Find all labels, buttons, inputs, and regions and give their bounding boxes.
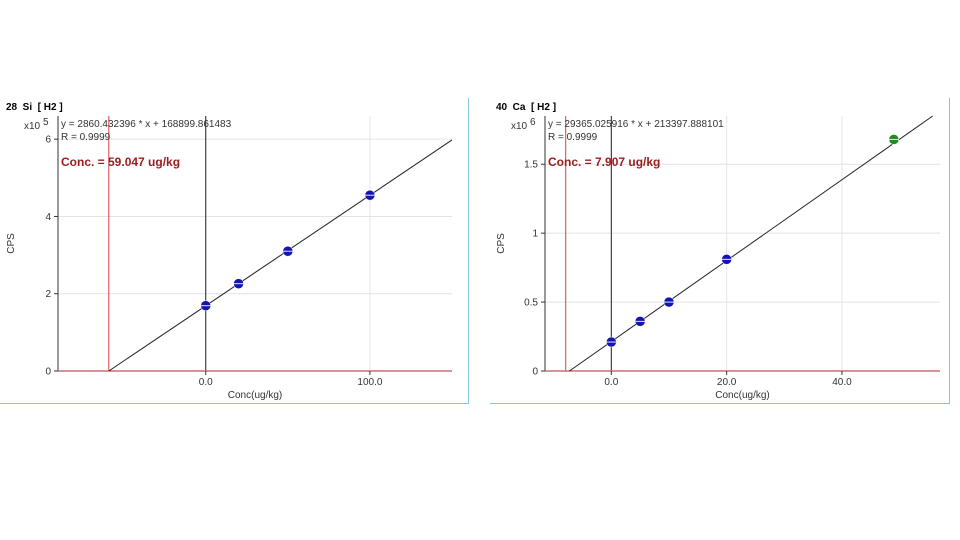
y-tick-label: 4 bbox=[45, 212, 51, 223]
concentration-result: Conc. = 59.047 ug/kg bbox=[61, 155, 180, 169]
y-exponent-base: x10 bbox=[511, 121, 528, 132]
x-tick-label: 20.0 bbox=[717, 377, 737, 388]
y-axis-title: CPS bbox=[6, 233, 17, 254]
x-axis-title: Conc(ug/kg) bbox=[715, 390, 769, 401]
y-tick-label: 0.5 bbox=[524, 298, 538, 309]
r-value: R = 0.9999 bbox=[548, 132, 598, 143]
y-tick-label: 6 bbox=[45, 135, 51, 146]
y-exponent: 6 bbox=[530, 117, 536, 128]
chart-title: 28 Si [ H2 ] bbox=[6, 102, 63, 113]
y-tick-label: 1.5 bbox=[524, 160, 538, 171]
y-tick-label: 0 bbox=[45, 367, 51, 378]
calibration-panel-ca: 40 Ca [ H2 ] 0.0 20.0 40.0 0 0.5 1 1.5 x10 6 y = … bbox=[490, 98, 950, 404]
y-axis-title: CPS bbox=[496, 233, 507, 254]
regression-line bbox=[569, 115, 933, 372]
concentration-result: Conc. = 7.907 ug/kg bbox=[548, 155, 660, 169]
r-value: R = 0.9999 bbox=[61, 132, 111, 143]
regression-equation: y = 29365.025916 * x + 213397.888101 bbox=[548, 119, 724, 130]
x-axis-title: Conc(ug/kg) bbox=[228, 390, 282, 401]
calibration-chart-ca: 0.0 20.0 40.0 0 0.5 1 1.5 x10 6 y = 29365.025916 … bbox=[496, 115, 940, 401]
x-tick-label: 100.0 bbox=[357, 377, 382, 388]
chart-title: 40 Ca [ H2 ] bbox=[496, 102, 557, 113]
regression-equation: y = 2860.432396 * x + 168899.861483 bbox=[61, 119, 232, 130]
y-tick-label: 2 bbox=[45, 289, 51, 300]
regression-line bbox=[108, 139, 453, 372]
y-exponent-base: x10 bbox=[24, 121, 41, 132]
calibration-chart-si: 0.0 100.0 0 2 4 6 x10 5 y = 2860.432396 * x + 16… bbox=[6, 116, 453, 401]
x-tick-label: 0.0 bbox=[604, 377, 618, 388]
y-tick-label: 1 bbox=[532, 229, 538, 240]
y-tick-label: 0 bbox=[532, 367, 538, 378]
y-exponent: 5 bbox=[43, 117, 49, 128]
calibration-panel-si: 28 Si [ H2 ] 0.0 100.0 0 2 4 6 x10 5 y = 2860.43… bbox=[0, 98, 469, 404]
x-tick-label: 40.0 bbox=[832, 377, 852, 388]
x-tick-label: 0.0 bbox=[199, 377, 213, 388]
